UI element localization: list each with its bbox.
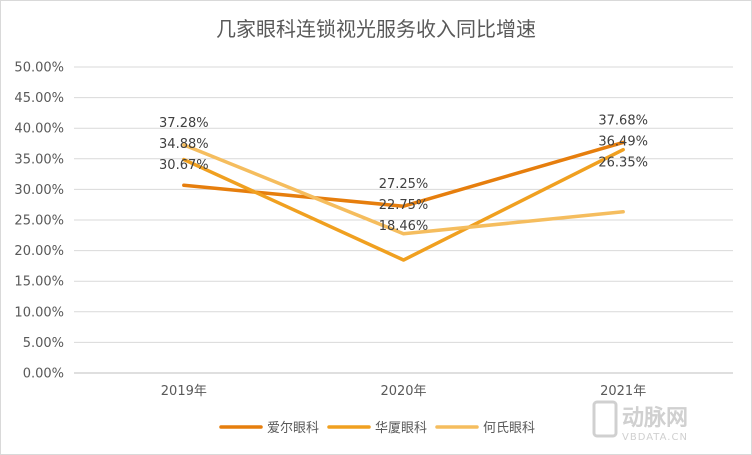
- y-tick-label: 35.00%: [14, 152, 64, 167]
- x-tick-label: 2021年: [600, 384, 646, 399]
- y-tick-label: 25.00%: [14, 214, 64, 229]
- data-label: 37.68%: [598, 113, 648, 128]
- watermark: 动脉网 VBDATA.CN: [592, 400, 688, 443]
- data-label: 22.75%: [379, 198, 429, 213]
- watermark-logo-text: 动脉网: [622, 406, 688, 431]
- data-label: 26.35%: [598, 155, 648, 170]
- x-tick-label: 2020年: [380, 384, 426, 399]
- legend-label: 爱尔眼科: [267, 421, 319, 436]
- y-tick-label: 5.00%: [23, 336, 64, 351]
- y-tick-label: 50.00%: [14, 61, 64, 76]
- watermark-url: VBDATA.CN: [622, 432, 688, 443]
- data-label: 34.88%: [159, 137, 209, 152]
- y-tick-label: 45.00%: [14, 91, 64, 106]
- legend: 爱尔眼科 华厦眼科 何氏眼科: [219, 420, 535, 436]
- y-tick-label: 40.00%: [14, 122, 64, 137]
- y-tick-label: 20.00%: [14, 244, 64, 259]
- data-label: 36.49%: [598, 134, 648, 149]
- series-line: [182, 143, 625, 236]
- data-label: 37.28%: [159, 116, 209, 131]
- x-axis-ticks: 2019年 2020年 2021年: [161, 384, 646, 399]
- y-tick-label: 10.00%: [14, 305, 64, 320]
- x-tick-label: 2019年: [161, 384, 207, 399]
- series-line: [182, 147, 625, 262]
- watermark-logo-icon: [592, 400, 618, 438]
- data-label: 27.25%: [379, 177, 429, 192]
- legend-label: 华厦眼科: [375, 421, 427, 436]
- y-tick-label: 0.00%: [23, 367, 64, 382]
- series-lines: [182, 140, 625, 262]
- chart-title: 几家眼科连锁视光服务收入同比增速: [216, 17, 536, 41]
- y-tick-label: 30.00%: [14, 183, 64, 198]
- legend-label: 何氏眼科: [483, 420, 535, 436]
- y-axis-ticks: 0.00% 5.00% 10.00% 15.00% 20.00% 25.00% 30.00%…: [14, 61, 64, 382]
- data-labels: 37.28% 34.88% 30.67% 27.25% 22.75% 18.46% 37.6…: [159, 113, 648, 234]
- data-label: 30.67%: [159, 158, 209, 173]
- y-tick-label: 15.00%: [14, 275, 64, 290]
- series-line: [182, 140, 625, 208]
- data-label: 18.46%: [379, 219, 429, 234]
